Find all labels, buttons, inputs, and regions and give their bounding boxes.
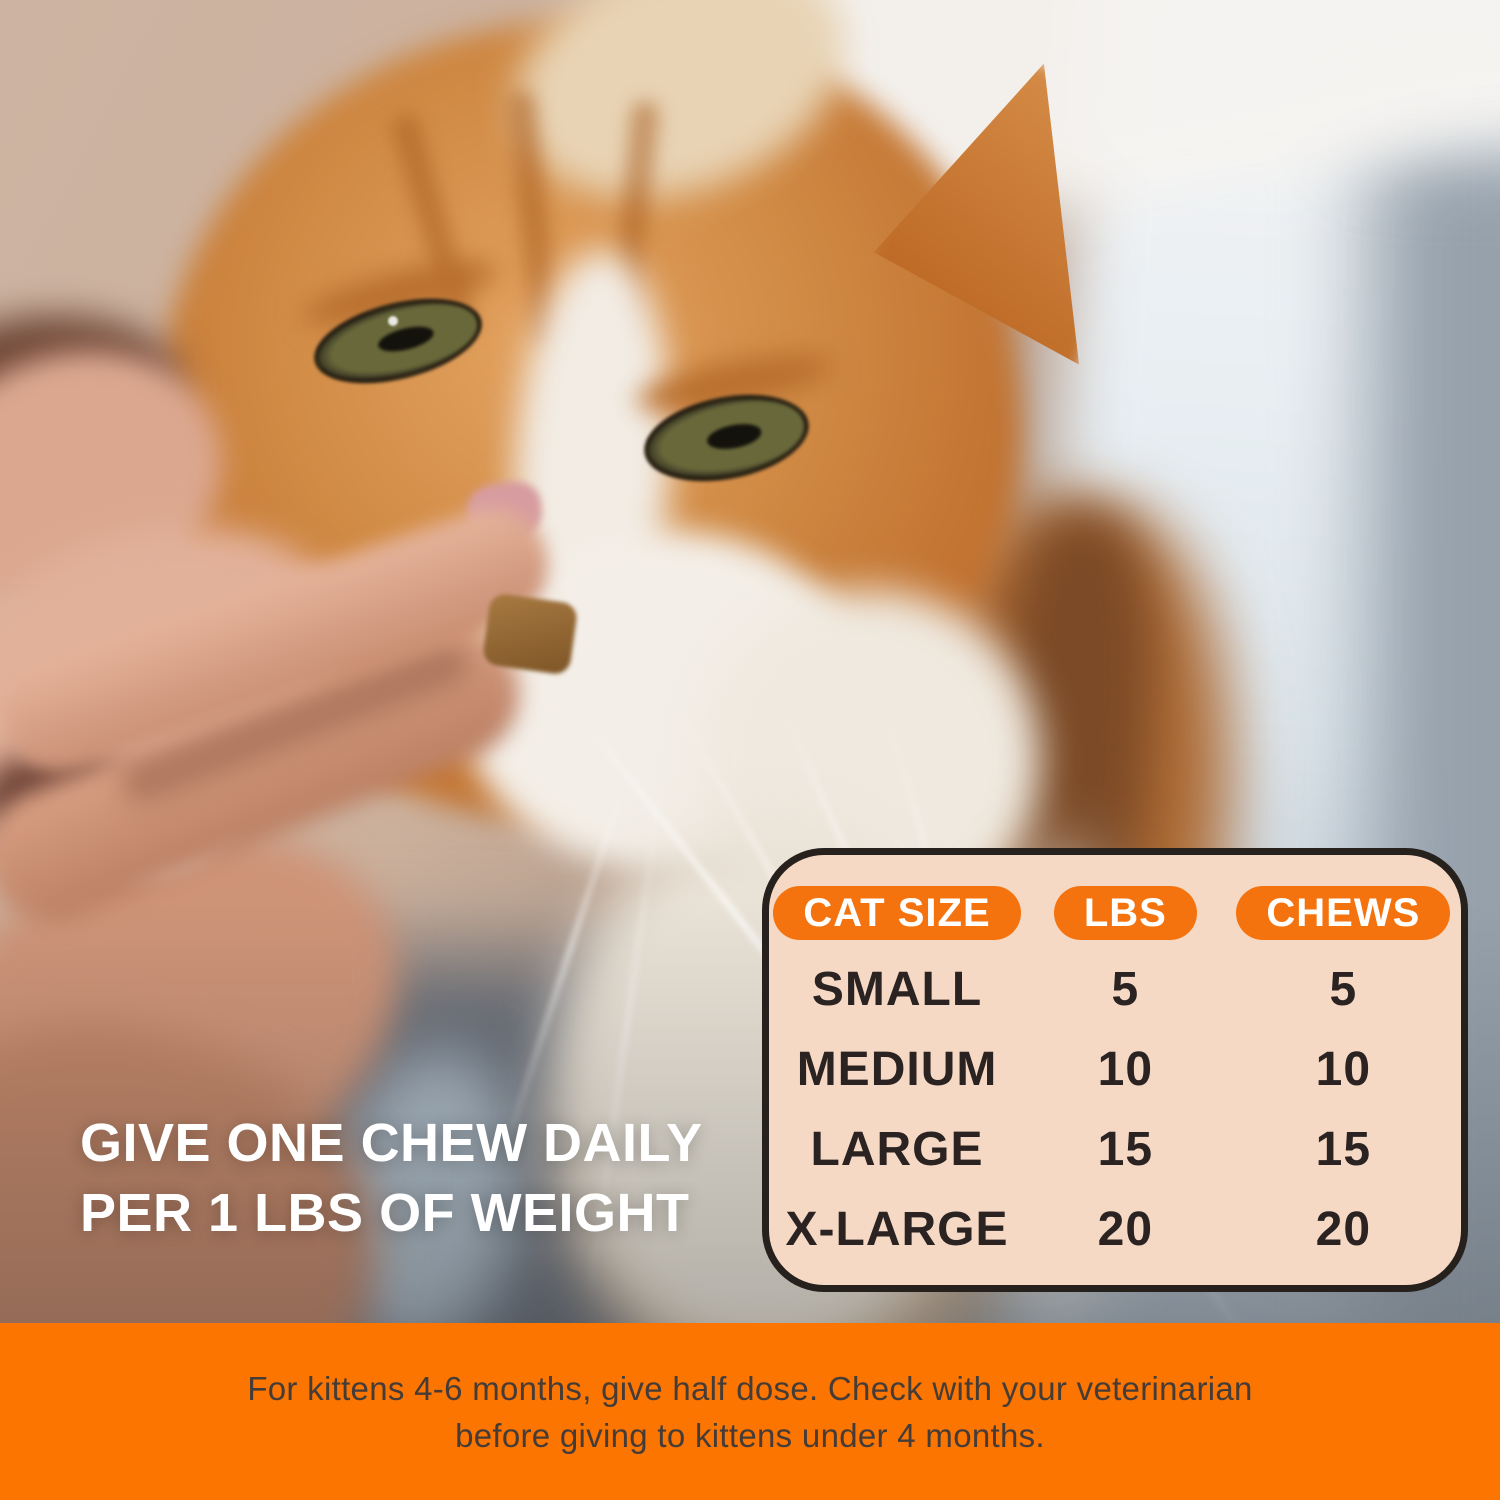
- table-cell-chews: 20: [1315, 1203, 1372, 1256]
- headline-line1: GIVE ONE CHEW DAILY: [80, 1113, 703, 1173]
- chew-treat: [481, 592, 579, 676]
- header-pill-cat-size: CAT SIZE: [773, 886, 1021, 940]
- dosing-table-card: CAT SIZE LBS CHEWS SMALL 5 5 MEDIUM 10 1…: [762, 848, 1468, 1292]
- kitten-note-bar: For kittens 4-6 months, give half dose. …: [0, 1323, 1500, 1500]
- table-cell-chews: 5: [1329, 963, 1358, 1016]
- eye-glint: [388, 316, 398, 326]
- kitten-note-text: For kittens 4-6 months, give half dose. …: [247, 1365, 1252, 1459]
- table-cell-size: SMALL: [811, 963, 983, 1016]
- table-cell-lbs: 20: [1097, 1203, 1154, 1256]
- table-cell-lbs: 5: [1111, 963, 1140, 1016]
- table-cell-size: MEDIUM: [796, 1043, 998, 1096]
- table-cell-chews: 15: [1315, 1123, 1372, 1176]
- table-cell-size: LARGE: [810, 1123, 984, 1176]
- dosing-table: CAT SIZE LBS CHEWS SMALL 5 5 MEDIUM 10 1…: [769, 886, 1461, 1260]
- table-cell-lbs: 15: [1097, 1123, 1154, 1176]
- table-header-cell: CHEWS: [1226, 886, 1461, 940]
- kitten-note-line1: For kittens 4-6 months, give half dose. …: [247, 1369, 1253, 1407]
- kitten-note-line2: before giving to kittens under 4 months.: [455, 1416, 1045, 1454]
- table-header-cell: CAT SIZE: [769, 886, 1025, 940]
- table-cell-chews: 10: [1315, 1043, 1372, 1096]
- table-header-cell: LBS: [1025, 886, 1226, 940]
- header-pill-chews: CHEWS: [1236, 886, 1451, 940]
- headline: GIVE ONE CHEW DAILY PER 1 LBS OF WEIGHT: [80, 1108, 703, 1248]
- table-cell-lbs: 10: [1097, 1043, 1154, 1096]
- headline-line2: PER 1 LBS OF WEIGHT: [80, 1183, 690, 1243]
- header-pill-lbs: LBS: [1053, 886, 1197, 940]
- table-cell-size: X-LARGE: [785, 1203, 1009, 1256]
